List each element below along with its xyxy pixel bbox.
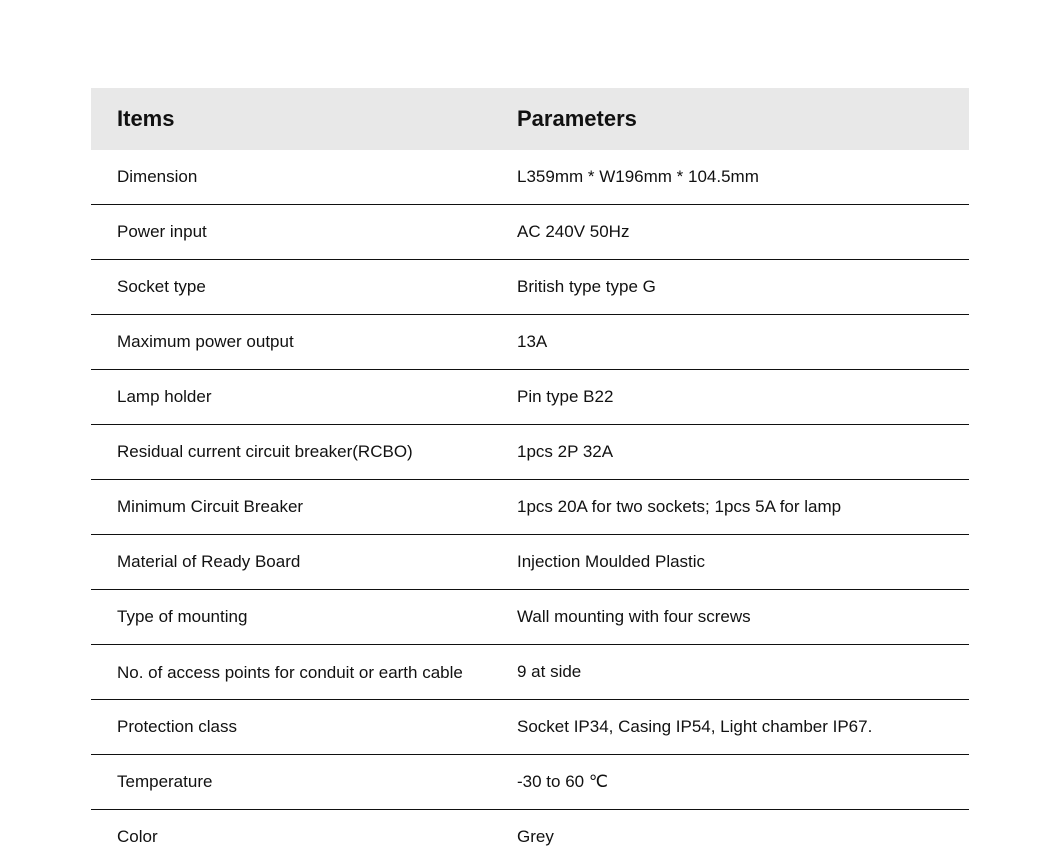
item-cell: Power input xyxy=(91,205,491,260)
param-cell: 13A xyxy=(491,315,969,370)
param-cell: Wall mounting with four screws xyxy=(491,590,969,645)
item-cell: Minimum Circuit Breaker xyxy=(91,480,491,535)
table-row: Dimension L359mm * W196mm * 104.5mm xyxy=(91,150,969,205)
table-body: Dimension L359mm * W196mm * 104.5mm Powe… xyxy=(91,150,969,864)
table-row: Residual current circuit breaker(RCBO) 1… xyxy=(91,425,969,480)
param-cell: Injection Moulded Plastic xyxy=(491,535,969,590)
item-cell: Protection class xyxy=(91,700,491,755)
table-row: Lamp holder Pin type B22 xyxy=(91,370,969,425)
param-cell: Grey xyxy=(491,810,969,864)
table-row: Maximum power output 13A xyxy=(91,315,969,370)
param-cell: L359mm * W196mm * 104.5mm xyxy=(491,150,969,205)
param-cell: British type type G xyxy=(491,260,969,315)
item-cell: Type of mounting xyxy=(91,590,491,645)
table-row: Temperature -30 to 60 ℃ xyxy=(91,755,969,810)
header-items: Items xyxy=(91,88,491,150)
param-cell: Socket IP34, Casing IP54, Light chamber … xyxy=(491,700,969,755)
item-cell: Material of Ready Board xyxy=(91,535,491,590)
item-cell: Color xyxy=(91,810,491,864)
param-cell: 1pcs 20A for two sockets; 1pcs 5A for la… xyxy=(491,480,969,535)
item-cell: Maximum power output xyxy=(91,315,491,370)
param-cell: AC 240V 50Hz xyxy=(491,205,969,260)
table-row: Material of Ready Board Injection Moulde… xyxy=(91,535,969,590)
param-cell: Pin type B22 xyxy=(491,370,969,425)
table-row: Minimum Circuit Breaker 1pcs 20A for two… xyxy=(91,480,969,535)
item-cell: Temperature xyxy=(91,755,491,810)
item-cell: Lamp holder xyxy=(91,370,491,425)
table-row: Socket type British type type G xyxy=(91,260,969,315)
table-row: No. of access points for conduit or eart… xyxy=(91,645,969,700)
table-row: Power input AC 240V 50Hz xyxy=(91,205,969,260)
table-row: Protection class Socket IP34, Casing IP5… xyxy=(91,700,969,755)
specifications-table: Items Parameters Dimension L359mm * W196… xyxy=(91,88,969,864)
param-cell: 1pcs 2P 32A xyxy=(491,425,969,480)
item-cell: No. of access points for conduit or eart… xyxy=(91,645,491,700)
header-parameters: Parameters xyxy=(491,88,969,150)
item-cell: Socket type xyxy=(91,260,491,315)
table-row: Type of mounting Wall mounting with four… xyxy=(91,590,969,645)
table-header-row: Items Parameters xyxy=(91,88,969,150)
item-cell: Dimension xyxy=(91,150,491,205)
item-cell: Residual current circuit breaker(RCBO) xyxy=(91,425,491,480)
table-row: Color Grey xyxy=(91,810,969,864)
param-cell: 9 at side xyxy=(491,645,969,700)
param-cell: -30 to 60 ℃ xyxy=(491,755,969,810)
